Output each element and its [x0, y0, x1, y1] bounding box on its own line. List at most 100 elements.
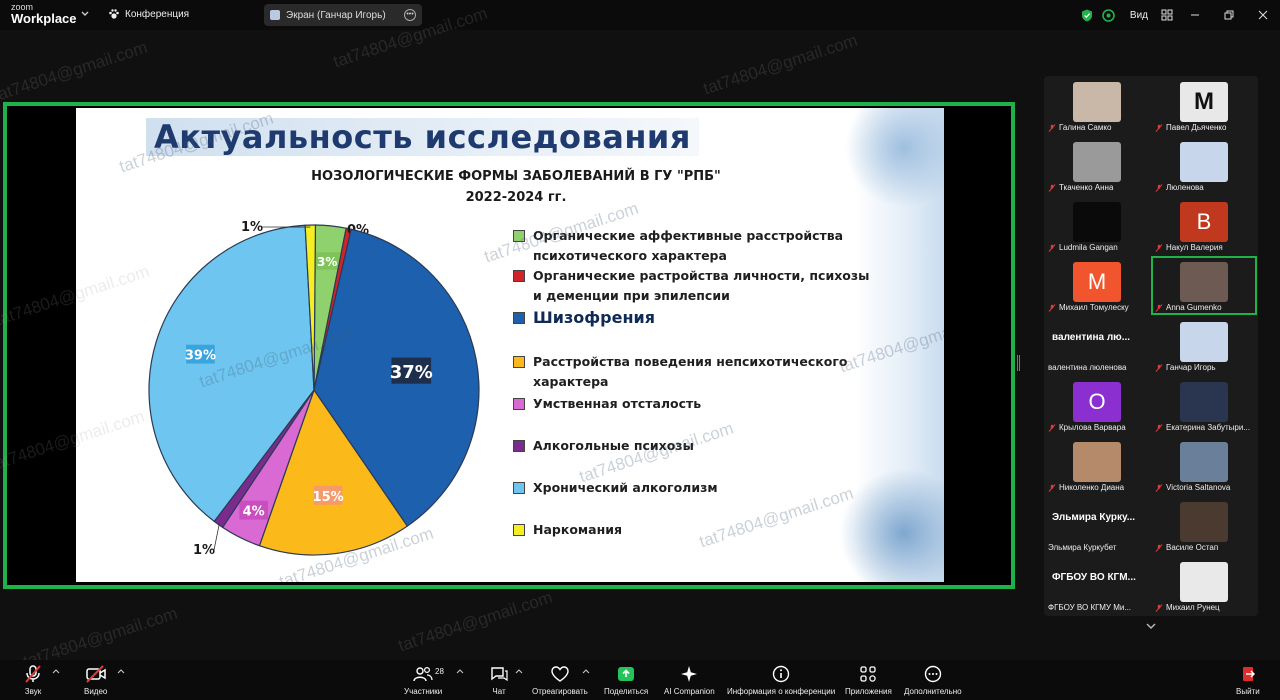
participant-tile[interactable]: Anna Gumenko [1151, 256, 1257, 315]
pie-chart: 3%0%37%15%4%1%39%1% [148, 220, 480, 558]
participant-video [1180, 262, 1228, 302]
participants-options-chevron-icon[interactable] [456, 668, 464, 674]
participant-video [1073, 142, 1121, 182]
restore-icon [1224, 10, 1234, 20]
view-button[interactable]: Вид [1129, 9, 1148, 21]
chat-options-chevron-icon[interactable] [515, 668, 523, 674]
participant-tile[interactable]: Ткаченко Анна [1044, 136, 1150, 195]
audio-button[interactable]: Звук [22, 664, 44, 696]
participant-tile[interactable]: Николенко Диана [1044, 436, 1150, 495]
participant-tile[interactable]: Михаил Рунец [1151, 556, 1257, 615]
share-screen-icon [618, 667, 635, 681]
participant-name-bar: Екатерина Забутыри... [1155, 423, 1255, 432]
presentation-slide: Актуальность исследования НОЗОЛОГИЧЕСКИЕ… [76, 108, 944, 582]
react-button[interactable]: Отреагировать [532, 664, 588, 696]
close-button[interactable] [1246, 0, 1280, 30]
meeting-info-button[interactable]: Информация о конференции [727, 664, 835, 696]
participant-tile[interactable]: Ludmila Gangan [1044, 196, 1150, 255]
legend-swatch [513, 398, 525, 410]
participant-tile[interactable]: валентина лю... валентина люленова [1044, 316, 1150, 375]
participant-name: Галина Самко [1059, 123, 1112, 132]
participant-tile[interactable]: Галина Самко [1044, 76, 1150, 135]
mic-muted-icon [1048, 243, 1056, 252]
participant-name-bar: Ганчар Игорь [1155, 363, 1255, 372]
legend-swatch [513, 440, 525, 452]
participant-name: ФГБОУ ВО КГМУ Ми... [1048, 603, 1132, 612]
slide-decoration [839, 468, 944, 582]
mic-muted-icon [1155, 603, 1163, 612]
restore-button[interactable] [1212, 0, 1246, 30]
participant-name: Victoria Saltanova [1166, 483, 1231, 492]
participant-tile[interactable]: Ганчар Игорь [1151, 316, 1257, 375]
ai-companion-button[interactable]: AI Companion [664, 664, 715, 696]
participant-name-bar: Эльмира Куркубет [1048, 543, 1148, 552]
participant-tile[interactable]: Василе Остап [1151, 496, 1257, 555]
participant-video [1180, 502, 1228, 542]
apps-button[interactable]: Приложения [845, 664, 892, 696]
scroll-down-chevron-icon[interactable] [1145, 621, 1157, 631]
participant-tile[interactable]: M Павел Дьяченко [1151, 76, 1257, 135]
more-options-icon[interactable]: ••• [404, 9, 416, 21]
participant-tile[interactable]: M Михаил Томулеску [1044, 256, 1150, 315]
legend-item: Наркомания [513, 520, 622, 540]
screen-icon [270, 10, 280, 20]
participant-name-bar: Люленова [1155, 183, 1255, 192]
participant-name-bar: валентина люленова [1048, 363, 1148, 372]
logo-line2: Workplace [11, 11, 77, 26]
chart-title-block: НОЗОЛОГИЧЕСКИЕ ФОРМЫ ЗАБОЛЕВАНИЙ В ГУ "Р… [276, 166, 756, 208]
participant-tile[interactable]: B Накул Валерия [1151, 196, 1257, 255]
close-icon [1258, 10, 1268, 20]
participant-video [1180, 562, 1228, 602]
ai-companion-label: AI Companion [664, 687, 715, 696]
chat-icon [491, 667, 508, 682]
audio-options-chevron-icon[interactable] [52, 668, 60, 674]
pie-slice [148, 224, 315, 523]
participant-name-bar: Галина Самко [1048, 123, 1148, 132]
participants-gallery: Галина Самко M Павел Дьяченко Ткаченко Анна… [1044, 76, 1258, 616]
zoom-logo: zoom Workplace [11, 2, 77, 26]
legend-label: Расстройства поведения непсихотического … [533, 354, 848, 389]
more-button[interactable]: Дополнительно [904, 664, 962, 696]
conference-button[interactable]: Конференция [108, 8, 189, 20]
leave-button[interactable]: Выйти [1236, 664, 1260, 696]
participant-name: Ludmila Gangan [1059, 243, 1118, 252]
legend-item: Расстройства поведения непсихотического … [513, 352, 873, 392]
share-button[interactable]: Поделиться [604, 664, 648, 696]
view-grid-icon[interactable] [1156, 0, 1178, 30]
participant-video [1073, 442, 1121, 482]
participant-tile[interactable]: ФГБОУ ВО КГМ... ФГБОУ ВО КГМУ Ми... [1044, 556, 1150, 615]
mic-muted-icon [1048, 303, 1056, 312]
participant-tile[interactable]: Эльмира Курку... Эльмира Куркубет [1044, 496, 1150, 555]
react-options-chevron-icon[interactable] [582, 668, 590, 674]
pie-slice-label: 1% [193, 543, 215, 558]
participant-tile[interactable]: O Крылова Варвара [1044, 376, 1150, 435]
participant-tile[interactable]: Екатерина Забутыри... [1151, 376, 1257, 435]
shared-screen[interactable]: Актуальность исследования НОЗОЛОГИЧЕСКИЕ… [0, 102, 1015, 589]
leader-line [213, 522, 220, 551]
video-options-chevron-icon[interactable] [117, 668, 125, 674]
security-shield-icon[interactable] [1076, 0, 1098, 30]
minimize-button[interactable] [1178, 0, 1212, 30]
chat-button[interactable]: Чат [488, 664, 510, 696]
participant-name-bar: Крылова Варвара [1048, 423, 1148, 432]
video-button[interactable]: Видео [84, 664, 107, 696]
pie-slice-label: 1% [241, 220, 263, 235]
chevron-down-icon[interactable] [80, 9, 90, 19]
participant-video [1180, 322, 1228, 362]
participant-video [1073, 82, 1121, 122]
participants-button[interactable]: Участники [404, 664, 442, 696]
mic-muted-icon [1048, 483, 1056, 492]
participant-display-name: Эльмира Курку... [1052, 512, 1136, 523]
pie-label-box [239, 500, 268, 520]
panel-resize-handle[interactable] [1017, 355, 1020, 371]
participant-tile[interactable]: Victoria Saltanova [1151, 436, 1257, 495]
heart-icon [551, 666, 569, 682]
participant-name: Михаил Рунец [1166, 603, 1220, 612]
meeting-info-label: Информация о конференции [727, 687, 836, 696]
logo-line1: zoom [11, 2, 34, 12]
encryption-icon[interactable] [1098, 0, 1120, 30]
participant-tile[interactable]: Люленова [1151, 136, 1257, 195]
participant-avatar: M [1073, 262, 1121, 302]
screen-share-pill[interactable]: Экран (Ганчар Игорь) ••• [264, 4, 422, 26]
pie-label-box [313, 485, 343, 505]
